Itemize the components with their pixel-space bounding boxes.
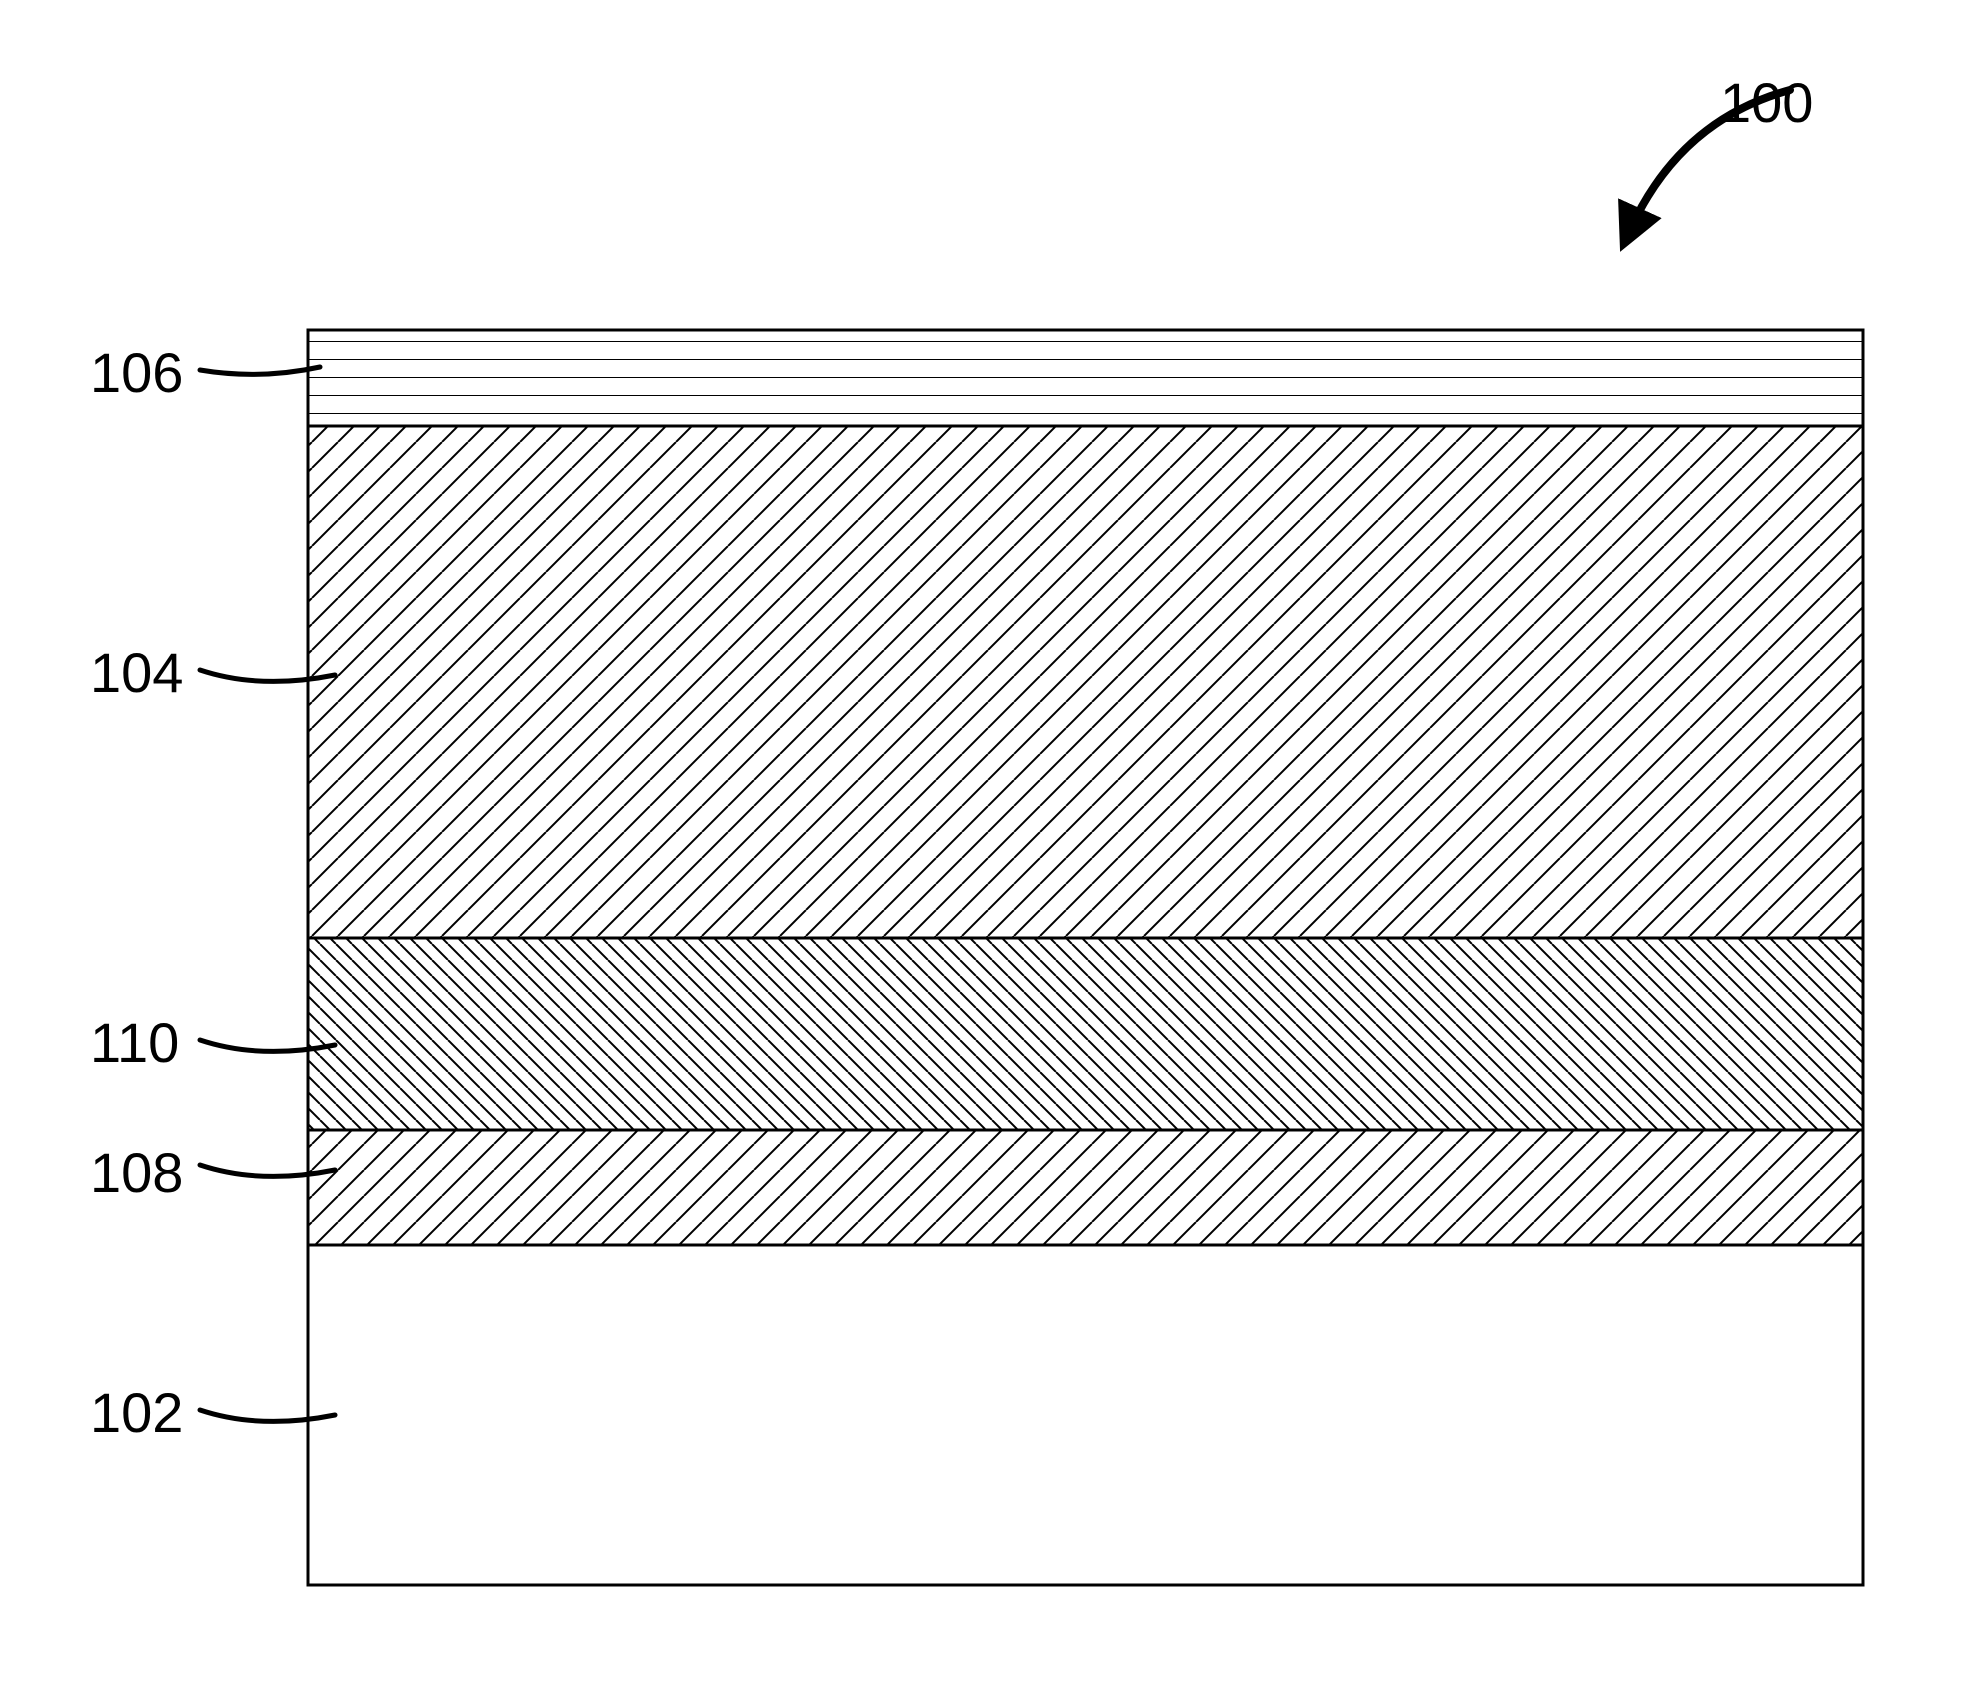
label-102: 102 [90, 1380, 183, 1445]
label-104: 104 [90, 640, 183, 705]
cross-section-svg [0, 0, 1975, 1681]
label-100: 100 [1720, 70, 1813, 135]
label-110: 110 [90, 1010, 179, 1075]
label-106: 106 [90, 340, 183, 405]
figure-canvas: 100 106 104 110 108 102 [0, 0, 1975, 1681]
label-108: 108 [90, 1140, 183, 1205]
